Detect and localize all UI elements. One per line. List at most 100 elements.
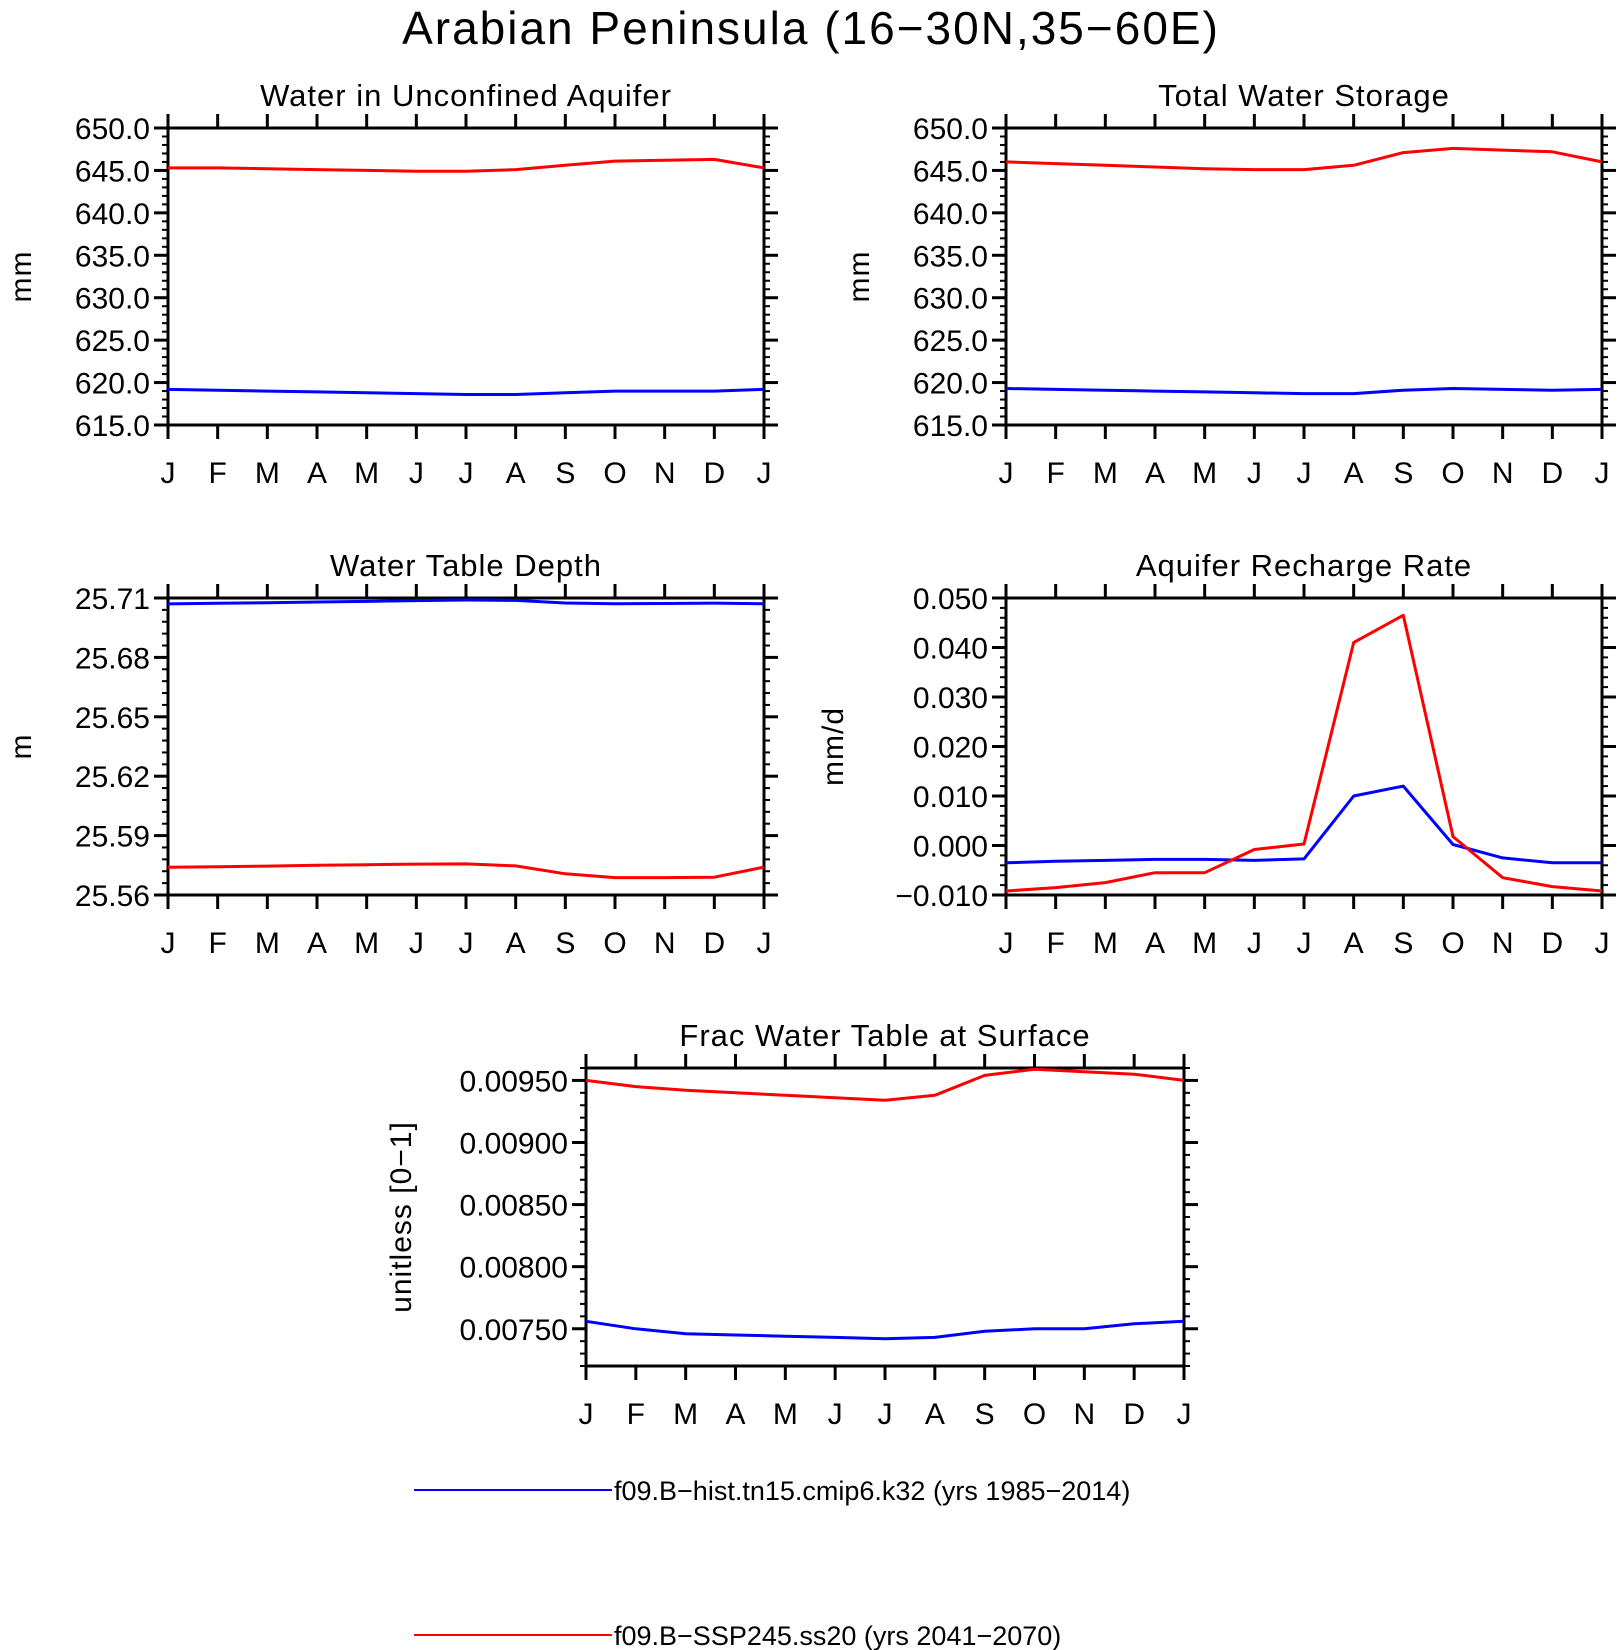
x-tick-label: A [925, 1398, 945, 1431]
plot-frame [166, 596, 766, 897]
x-tick-label: M [773, 1398, 798, 1431]
x-tick-label: J [161, 457, 176, 490]
series-line-hist [1005, 784, 1602, 865]
panel-5: Frac Water Table at Surface unitless [0−1… [385, 1018, 1198, 1431]
figure-title: Arabian Peninsula (16−30N,35−60E) [402, 2, 1220, 54]
x-tick-label: A [1344, 457, 1364, 490]
x-tick-label: A [1145, 457, 1165, 490]
y-tick-label: 640.0 [75, 198, 150, 231]
x-tick-label: D [1123, 1398, 1145, 1431]
y-tick-label: 640.0 [913, 198, 988, 231]
x-tick-label: O [603, 927, 626, 960]
x-tick-label: A [725, 1398, 745, 1431]
y-tick-label: 620.0 [75, 368, 150, 401]
y-tick-label: 0.030 [913, 682, 988, 715]
legend-item-2: f09.B−SSP245.ss20 (yrs 2041−2070) [414, 1621, 1061, 1650]
y-tick-label: 615.0 [913, 410, 988, 443]
panel-title: Water in Unconfined Aquifer [260, 78, 672, 113]
series-line-hist [1005, 387, 1603, 396]
y-axis-label: mm [843, 251, 876, 303]
legend-label: f09.B−hist.tn15.cmip6.k32 (yrs 1985−2014… [614, 1476, 1130, 1506]
x-tick-label: J [757, 457, 772, 490]
y-tick-label: 625.0 [913, 325, 988, 358]
x-tick-label: J [409, 927, 424, 960]
y-tick-label: 25.68 [75, 642, 150, 675]
y-tick-label: −0.010 [895, 880, 988, 913]
x-tick-label: S [1393, 457, 1413, 490]
plot-frame [584, 1066, 1186, 1368]
y-tick-label: 0.010 [913, 781, 988, 814]
x-tick-label: F [1047, 927, 1065, 960]
x-tick-label: D [1541, 927, 1563, 960]
x-tick-label: M [1192, 927, 1217, 960]
x-tick-label: N [654, 457, 676, 490]
y-tick-label: 630.0 [75, 283, 150, 316]
x-tick-label: A [506, 927, 526, 960]
plot-frame [1004, 596, 1604, 897]
y-tick-label: 0.00850 [460, 1190, 568, 1223]
y-tick-label: 645.0 [75, 155, 150, 188]
x-tick-label: D [703, 927, 725, 960]
series-line-hist [167, 598, 765, 606]
x-tick-label: S [555, 457, 575, 490]
x-tick-label: J [757, 927, 772, 960]
x-tick-label: O [1441, 457, 1464, 490]
legend-label: f09.B−SSP245.ss20 (yrs 2041−2070) [614, 1621, 1061, 1650]
x-tick-label: J [459, 927, 474, 960]
x-tick-label: M [1192, 457, 1217, 490]
plot-frame [1004, 126, 1604, 427]
y-tick-label: 0.020 [913, 732, 988, 765]
x-tick-label: M [1093, 457, 1118, 490]
panel-title: Frac Water Table at Surface [679, 1018, 1090, 1053]
y-tick-label: 615.0 [75, 410, 150, 443]
series-line-hist [585, 1319, 1185, 1341]
y-tick-label: 0.00750 [460, 1314, 568, 1347]
x-tick-label: J [1595, 927, 1610, 960]
series-line-hist [167, 387, 765, 396]
x-tick-label: J [1247, 927, 1262, 960]
y-tick-label: 650.0 [913, 113, 988, 146]
x-tick-label: M [1093, 927, 1118, 960]
series-line-ssp [168, 157, 765, 173]
x-tick-label: F [209, 457, 227, 490]
series-line-ssp [1005, 613, 1603, 893]
y-tick-label: 635.0 [913, 240, 988, 273]
y-tick-label: 25.65 [75, 702, 150, 735]
y-axis-label: unitless [0−1] [385, 1121, 418, 1313]
x-tick-label: F [1047, 457, 1065, 490]
y-tick-label: 630.0 [913, 283, 988, 316]
x-tick-label: J [579, 1398, 594, 1431]
x-tick-label: S [1393, 927, 1413, 960]
x-tick-label: D [703, 457, 725, 490]
y-tick-label: 625.0 [75, 325, 150, 358]
x-tick-label: J [1177, 1398, 1192, 1431]
y-tick-label: 0.040 [913, 633, 988, 666]
panel-title: Total Water Storage [1158, 78, 1450, 113]
panel-title: Water Table Depth [330, 548, 602, 583]
panel-title: Aquifer Recharge Rate [1136, 548, 1472, 583]
x-tick-label: J [1247, 457, 1262, 490]
x-tick-label: N [1073, 1398, 1095, 1431]
y-tick-label: 25.59 [75, 821, 150, 854]
x-tick-label: J [161, 927, 176, 960]
y-axis-label: m [5, 734, 38, 760]
x-tick-label: J [828, 1398, 843, 1431]
y-tick-label: 25.56 [75, 880, 150, 913]
series-line-ssp [585, 1067, 1185, 1102]
y-tick-label: 0.00900 [460, 1128, 568, 1161]
x-tick-label: O [1023, 1398, 1046, 1431]
x-tick-label: D [1541, 457, 1563, 490]
y-tick-label: 25.62 [75, 761, 150, 794]
x-tick-label: N [1492, 927, 1514, 960]
x-tick-label: J [459, 457, 474, 490]
x-tick-label: A [1145, 927, 1165, 960]
y-axis-label: mm [5, 251, 38, 303]
x-tick-label: J [999, 927, 1014, 960]
x-tick-label: J [1297, 927, 1312, 960]
x-tick-label: J [1297, 457, 1312, 490]
legend-item-1: f09.B−hist.tn15.cmip6.k32 (yrs 1985−2014… [414, 1476, 1130, 1506]
